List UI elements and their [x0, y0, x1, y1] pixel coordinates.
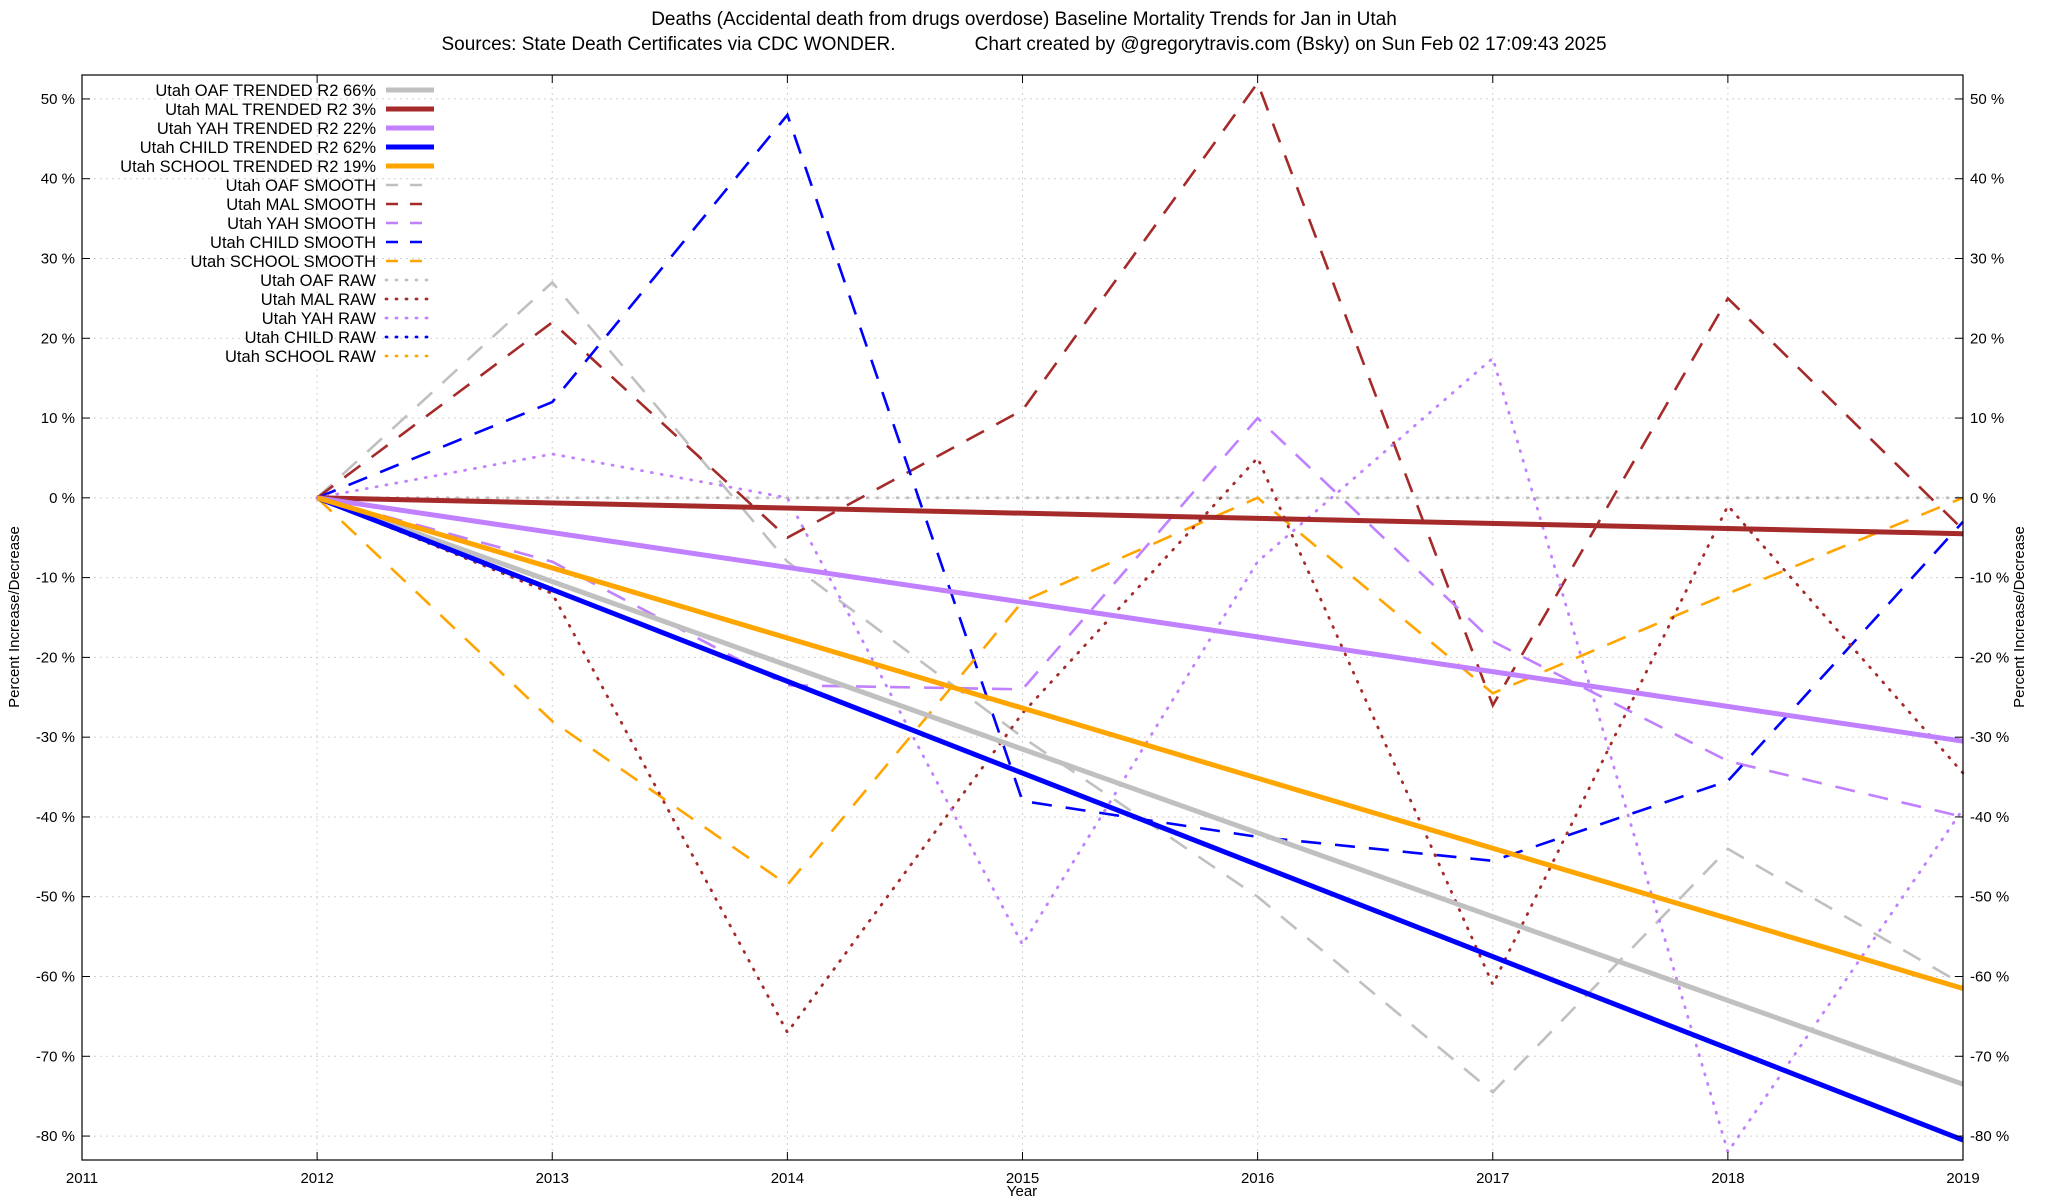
legend-label: Utah OAF SMOOTH [226, 177, 376, 195]
x-tick-label: 2015 [1006, 1170, 1039, 1187]
legend-label: Utah CHILD SMOOTH [210, 234, 376, 252]
series-layer [315, 80, 1965, 1156]
y-tick-label: -20 % [36, 649, 75, 666]
x-axis-label: Year [1007, 1183, 1037, 1200]
series-line-utah-yah-raw [315, 355, 1965, 1156]
x-tick-label: 2018 [1711, 1170, 1744, 1187]
legend-label: Utah SCHOOL TRENDED R2 19% [120, 158, 376, 176]
y-tick-label: 10 % [41, 410, 75, 427]
y-tick-label: 40 % [41, 171, 75, 188]
y-tick-label: -50 % [36, 889, 75, 906]
legend-label: Utah MAL TRENDED R2 3% [165, 101, 376, 119]
y2-tick-label: -80 % [1970, 1128, 2009, 1145]
series-line-utah-school-trended-r2-19 [316, 495, 1964, 991]
y-tick-label: 20 % [41, 330, 75, 347]
y-tick-label: -30 % [36, 729, 75, 746]
series-line-utah-child-trended-r2-62 [316, 495, 1964, 1143]
y2-tick-label: -10 % [1970, 570, 2009, 587]
series-line-utah-mal-raw [315, 455, 1965, 1036]
axis-layer: 2011 2012 2013 2014 2015 2016 2017 2018 2019 50 %… [36, 75, 2009, 1187]
y-axis-label: Percent Increase/Decrease [6, 526, 23, 708]
x-tick-label: 2014 [771, 1170, 804, 1187]
series-line-utah-school-smooth [316, 496, 1964, 887]
x-tick-label: 2017 [1476, 1170, 1509, 1187]
legend-label: Utah YAH RAW [262, 310, 377, 328]
x-tick-label: 2016 [1241, 1170, 1274, 1187]
y-tick-label: -70 % [36, 1048, 75, 1065]
y-tick-label: -60 % [36, 969, 75, 986]
y-tick-label: 30 % [41, 250, 75, 267]
legend-label: Utah CHILD TRENDED R2 62% [140, 139, 377, 157]
chart-subtitle: Sources: State Death Certificates via CD… [441, 34, 1606, 55]
y2-tick-label: -70 % [1970, 1048, 2009, 1065]
x-tick-label: 2011 [66, 1170, 98, 1187]
series-line-utah-mal-trended-r2-3 [317, 495, 1964, 537]
series-line-utah-oaf-trended-r2-66 [316, 495, 1964, 1087]
y2-tick-label: -40 % [1970, 809, 2009, 826]
y-tick-label: -40 % [36, 809, 75, 826]
y-tick-label: 0 % [49, 490, 75, 507]
legend-label: Utah OAF RAW [260, 272, 376, 290]
y2-tick-label: 50 % [1970, 91, 2004, 108]
y-tick-label: -10 % [36, 570, 75, 587]
x-tick-label: 2012 [300, 1170, 333, 1187]
y2-axis-label: Percent Increase/Decrease [2011, 526, 2028, 708]
legend-label: Utah OAF TRENDED R2 66% [155, 82, 376, 100]
y2-tick-label: 30 % [1970, 250, 2004, 267]
x-tick-label: 2013 [536, 1170, 569, 1187]
legend-label: Utah SCHOOL RAW [225, 348, 376, 366]
legend-label: Utah YAH SMOOTH [227, 215, 376, 233]
legend-label: Utah MAL RAW [261, 291, 377, 309]
legend-label: Utah MAL SMOOTH [226, 196, 376, 214]
y2-tick-label: -50 % [1970, 889, 2009, 906]
legend-label: Utah SCHOOL SMOOTH [190, 253, 376, 271]
series-line-utah-yah-trended-r2-22 [316, 495, 1964, 744]
chart-title: Deaths (Accidental death from drugs over… [651, 9, 1397, 30]
y2-tick-label: 20 % [1970, 330, 2004, 347]
x-tick-label: 2019 [1946, 1170, 1979, 1187]
y2-tick-label: 40 % [1970, 171, 2004, 188]
series-line-utah-child-smooth [316, 112, 1964, 863]
series-line-utah-oaf-smooth [316, 280, 1964, 1094]
series-line-utah-mal-smooth [316, 80, 1964, 709]
legend-label: Utah YAH TRENDED R2 22% [157, 120, 376, 138]
y2-tick-label: -30 % [1970, 729, 2009, 746]
legend-label: Utah CHILD RAW [245, 329, 377, 347]
y-tick-label: -80 % [36, 1128, 75, 1145]
y2-tick-label: -60 % [1970, 969, 2009, 986]
y2-tick-label: 0 % [1970, 490, 1996, 507]
series-line-utah-yah-smooth [316, 416, 1964, 819]
y-tick-label: 50 % [41, 91, 75, 108]
y2-tick-label: 10 % [1970, 410, 2004, 427]
y2-tick-label: -20 % [1970, 649, 2009, 666]
legend: Utah OAF TRENDED R2 66%Utah MAL TRENDED … [120, 82, 436, 366]
